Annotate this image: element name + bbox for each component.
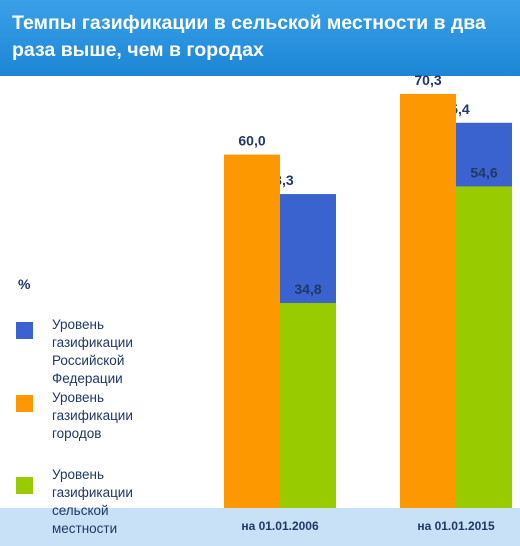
- bar-rural-0: [280, 303, 336, 508]
- bar-rural-1: [456, 186, 512, 508]
- legend-swatch-federation: [16, 322, 33, 339]
- legend-label-federation: Уровень газификации Российской Федерации: [52, 317, 133, 386]
- bar-cities-1: [400, 93, 456, 509]
- unit-label: %: [18, 276, 31, 292]
- legend-label-cities: Уровень газификации городов: [52, 390, 133, 441]
- data-label-cities-1: 70,3: [414, 72, 441, 88]
- legend-label-rural: Уровень газификации сельской местности: [52, 467, 133, 536]
- title-banner: Темпы газификации в сельской местности в…: [0, 0, 520, 76]
- chart-title: Темпы газификации в сельской местности в…: [12, 12, 486, 61]
- data-label-rural-1: 54,6: [470, 164, 497, 180]
- x-tick-label-1: на 01.01.2015: [417, 519, 495, 533]
- bar-cities-0: [224, 154, 280, 508]
- data-label-cities-0: 60,0: [238, 133, 265, 149]
- category-axis-band: [0, 508, 520, 546]
- data-label-rural-0: 34,8: [294, 281, 321, 297]
- legend-swatch-rural: [16, 477, 33, 494]
- x-tick-label-0: на 01.01.2006: [241, 519, 319, 533]
- legend-swatch-cities: [16, 395, 33, 412]
